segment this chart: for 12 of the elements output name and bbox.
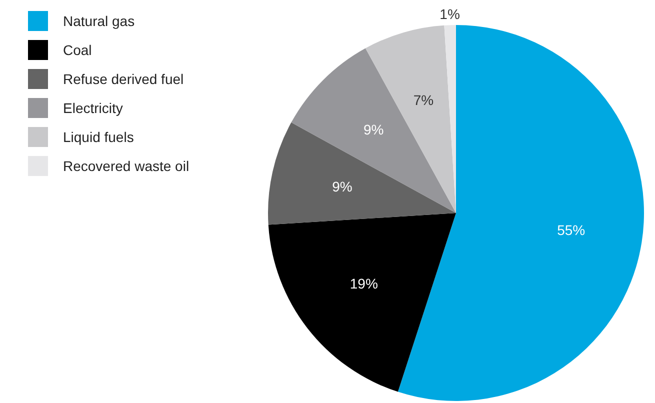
data-label: 9% bbox=[332, 178, 352, 194]
data-label: 9% bbox=[363, 121, 384, 138]
data-label: 55% bbox=[557, 222, 586, 238]
data-label: 7% bbox=[413, 92, 434, 108]
legend-label: Coal bbox=[63, 42, 92, 58]
legend-label: Electricity bbox=[63, 100, 123, 116]
legend-label: Natural gas bbox=[63, 12, 135, 28]
data-label: 1% bbox=[440, 6, 460, 22]
legend-label: Liquid fuels bbox=[63, 128, 134, 144]
legend-label: Recovered waste oil bbox=[63, 158, 190, 174]
legend-label: Refuse derived fuel bbox=[63, 70, 184, 86]
data-label: 19% bbox=[350, 275, 378, 292]
